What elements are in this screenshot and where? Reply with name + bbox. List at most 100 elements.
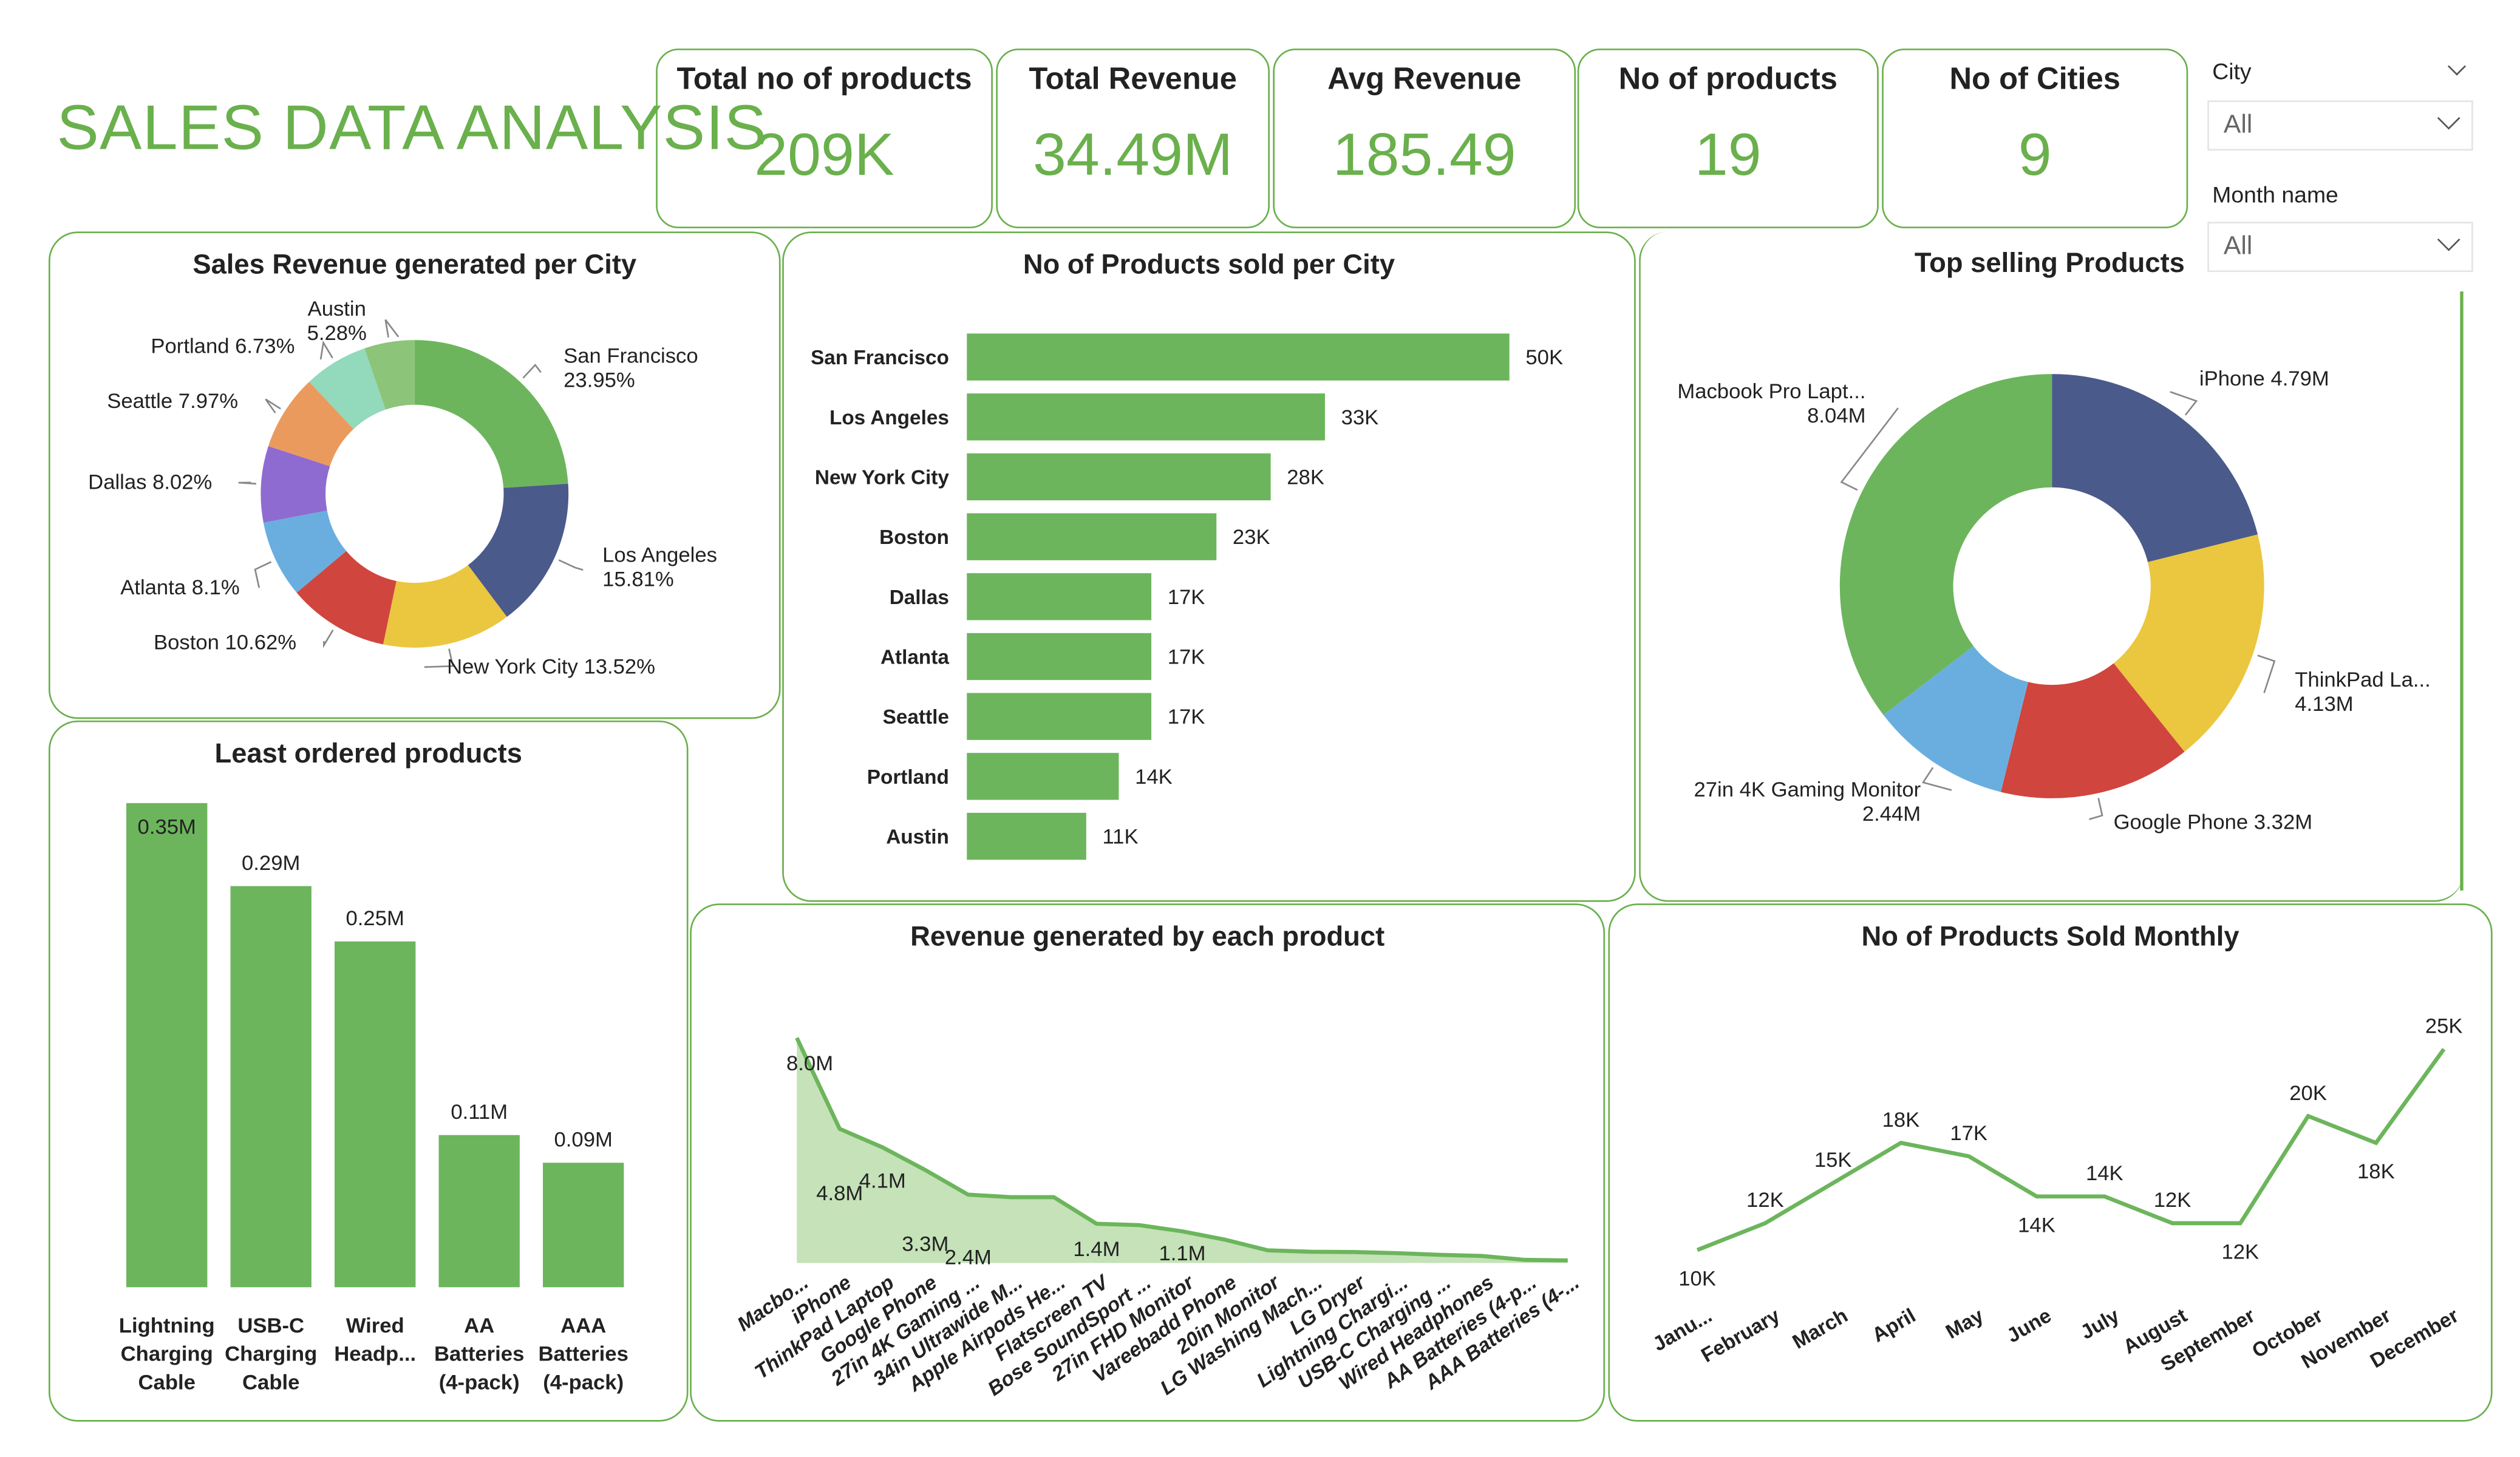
category-label: Charging [121,1343,213,1366]
category-label: February [1698,1304,1784,1367]
category-label: Batteries [434,1343,524,1366]
kpi-value: 34.49M [1033,121,1233,188]
category-label: Dallas [890,586,949,609]
data-label: 18K [2357,1160,2395,1183]
slice-label: ThinkPad La... [2295,668,2430,691]
kpi-label: Avg Revenue [1327,63,1522,98]
donut-slice [2052,374,2258,562]
data-label: 17K [1168,705,1205,728]
page-title: SALES DATA ANALYSIS [56,93,768,164]
leader-line [238,481,257,485]
chevron-down-icon [2437,106,2460,130]
data-label: 0.09M [554,1129,613,1152]
bar [967,812,1086,860]
city-revenue-panel: Sales Revenue generated per City [49,231,781,719]
city-slicer-label: City [2212,58,2252,84]
data-label: 25K [2425,1014,2463,1038]
data-label: 14K [1135,766,1173,789]
data-label: 20K [2289,1082,2327,1105]
data-label: 10K [1678,1268,1716,1291]
data-label: 0.29M [242,852,300,875]
category-label: Wired [346,1314,404,1337]
bar [230,886,312,1288]
slice-value: 15.81% [602,568,674,591]
slice-label: Portland 6.73% [151,335,295,358]
city-slicer-value: All [2223,112,2253,140]
month-slicer-label: Month name [2212,181,2338,208]
slice-label: 27in 4K Gaming Monitor [1694,778,1921,801]
data-label: 14K [2018,1214,2055,1237]
data-label: 12K [2154,1189,2191,1212]
data-label: 4.1M [859,1170,906,1193]
data-label: 1.4M [1073,1238,1120,1261]
data-label: 18K [1882,1109,1920,1132]
slice-label: iPhone 4.79M [2199,367,2329,390]
slice-label: New York City 13.52% [447,656,655,679]
kpi-value: 19 [1694,121,1762,188]
data-label: 0.11M [451,1101,508,1124]
bar [967,573,1152,620]
donut-slice [383,565,507,648]
data-label: 17K [1950,1122,1987,1145]
data-label: 4.8M [816,1182,863,1205]
leader-line [2257,654,2276,693]
bar [967,633,1152,681]
bar [967,393,1325,441]
bar [967,453,1271,501]
category-label: Batteries [539,1343,628,1366]
category-label: Boston [879,526,949,549]
category-label: New York City [815,466,949,489]
donut-slice [263,510,347,593]
leader-line [2089,798,2103,820]
category-label: Headp... [334,1343,416,1366]
data-label: 23K [1233,526,1270,549]
kpi-value: 185.49 [1332,121,1516,188]
slice-label: San Francisco [564,344,698,367]
leader-line [558,559,584,571]
line-series [1696,1048,2446,1252]
kpi-value: 209K [754,121,894,188]
kpi-label: No of Cities [1949,63,2120,98]
donut-slice [414,340,568,488]
panel-border [2460,291,2463,891]
data-label: 17K [1168,586,1205,609]
kpi-label: Total no of products [676,63,972,98]
kpi-label: Total Revenue [1029,63,1237,98]
data-label: 0.35M [138,816,196,839]
chart-title: No of Products sold per City [1023,249,1395,280]
leader-line [265,398,281,413]
city-slicer-dropdown[interactable]: All [2207,100,2473,151]
category-label: May [1942,1304,1987,1343]
donut-slice [1883,646,2029,792]
area-line [795,1037,1568,1263]
bar [335,941,416,1288]
month-slicer-dropdown[interactable]: All [2207,222,2473,273]
data-label: 3.3M [902,1233,948,1256]
data-label: 33K [1341,406,1379,429]
chart-title: Top selling Products [1914,248,2185,279]
data-label: 12K [1746,1189,1784,1212]
donut-slice [309,348,386,429]
data-label: 14K [2086,1162,2123,1185]
slice-label: Seattle 7.97% [107,390,238,413]
chart-title: Sales Revenue generated per City [192,249,637,280]
leader-line [319,340,333,360]
leader-line [384,319,400,338]
bar [967,333,1510,381]
donut-slice [296,551,397,645]
kpi-label: No of products [1618,63,1837,98]
area-fill [797,1038,1568,1263]
category-label: AA [464,1314,494,1337]
category-label: San Francisco [811,347,949,369]
category-label: (4-pack) [439,1371,520,1394]
category-label: AAA [560,1314,606,1337]
bar [967,513,1217,560]
slice-label: Atlanta 8.1% [120,576,240,599]
data-label: 1.1M [1159,1242,1205,1265]
donut-slice [468,483,569,617]
category-label: (4-pack) [543,1371,624,1394]
bar [967,753,1119,800]
slice-label: Los Angeles [602,543,717,566]
slice-value: 8.04M [1807,404,1865,427]
